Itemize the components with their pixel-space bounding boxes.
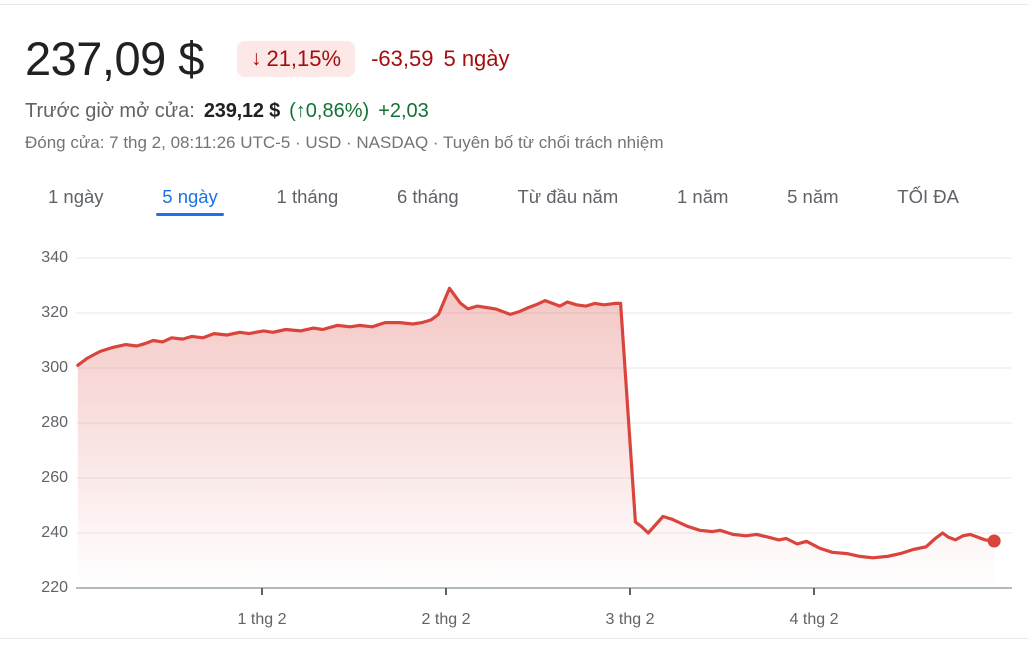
y-axis-label: 340 (41, 249, 68, 266)
y-axis-label: 300 (41, 359, 68, 376)
top-divider (0, 4, 1028, 5)
y-axis-label: 280 (41, 414, 68, 431)
x-axis-label: 4 thg 2 (789, 611, 839, 628)
x-axis-label: 2 thg 2 (421, 611, 471, 628)
change-percent-badge: ↓ 21,15% (236, 41, 356, 77)
premarket-price: 239,12 $ (203, 100, 281, 122)
y-axis-label: 240 (41, 524, 68, 541)
tab-1-day[interactable]: 1 ngày (42, 184, 110, 216)
tab-1-month[interactable]: 1 tháng (271, 184, 345, 216)
change-percent: 21,15% (266, 46, 342, 71)
x-axis-label: 3 thg 2 (605, 611, 655, 628)
disclaimer-link[interactable]: Tuyên bố từ chối trách nhiệm (442, 133, 664, 152)
quote-header: 237,09 $ ↓ 21,15% -63,59 5 ngày (25, 33, 510, 85)
premarket-percent: (↑0,86%) (289, 100, 370, 122)
tab-5-day[interactable]: 5 ngày (156, 184, 224, 216)
latest-price-dot (987, 534, 1001, 548)
x-axis-label: 1 thg 2 (237, 611, 287, 628)
bottom-divider (0, 638, 1028, 639)
close-info-row: Đóng cửa: 7 thg 2, 08:11:26 UTC-5 · USD … (25, 132, 664, 153)
y-axis-label: 220 (41, 579, 68, 596)
premarket-row: Trước giờ mở cửa: 239,12 $ (↑0,86%) +2,0… (25, 99, 429, 123)
tab-ytd[interactable]: Từ đầu năm (511, 184, 624, 216)
tab-5-year[interactable]: 5 năm (781, 184, 844, 216)
tab-1-year[interactable]: 1 năm (671, 184, 734, 216)
tab-6-month[interactable]: 6 tháng (391, 184, 465, 216)
close-info: Đóng cửa: 7 thg 2, 08:11:26 UTC-5 · USD … (25, 133, 439, 152)
price-chart[interactable]: 340 320 300 280 260 240 220 1 thg 2 2 thg 2 3 th… (0, 230, 1028, 646)
price-line (76, 286, 996, 560)
change-value: -63,59 (371, 46, 434, 71)
y-axis-label: 320 (41, 304, 68, 321)
price-chart-canvas[interactable] (0, 230, 1028, 646)
time-range-tabs: 1 ngày 5 ngày 1 tháng 6 tháng Từ đầu năm… (42, 184, 965, 216)
change-summary: -63,59 5 ngày (371, 46, 509, 72)
y-axis-label: 260 (41, 469, 68, 486)
premarket-change: +2,03 (378, 100, 429, 122)
tab-max[interactable]: TỐI ĐA (891, 184, 965, 216)
arrow-down-icon: ↓ (250, 47, 262, 70)
area-fill (77, 288, 995, 588)
premarket-label: Trước giờ mở cửa: (25, 100, 195, 122)
current-price: 237,09 $ (25, 32, 204, 85)
change-period: 5 ngày (443, 46, 510, 71)
